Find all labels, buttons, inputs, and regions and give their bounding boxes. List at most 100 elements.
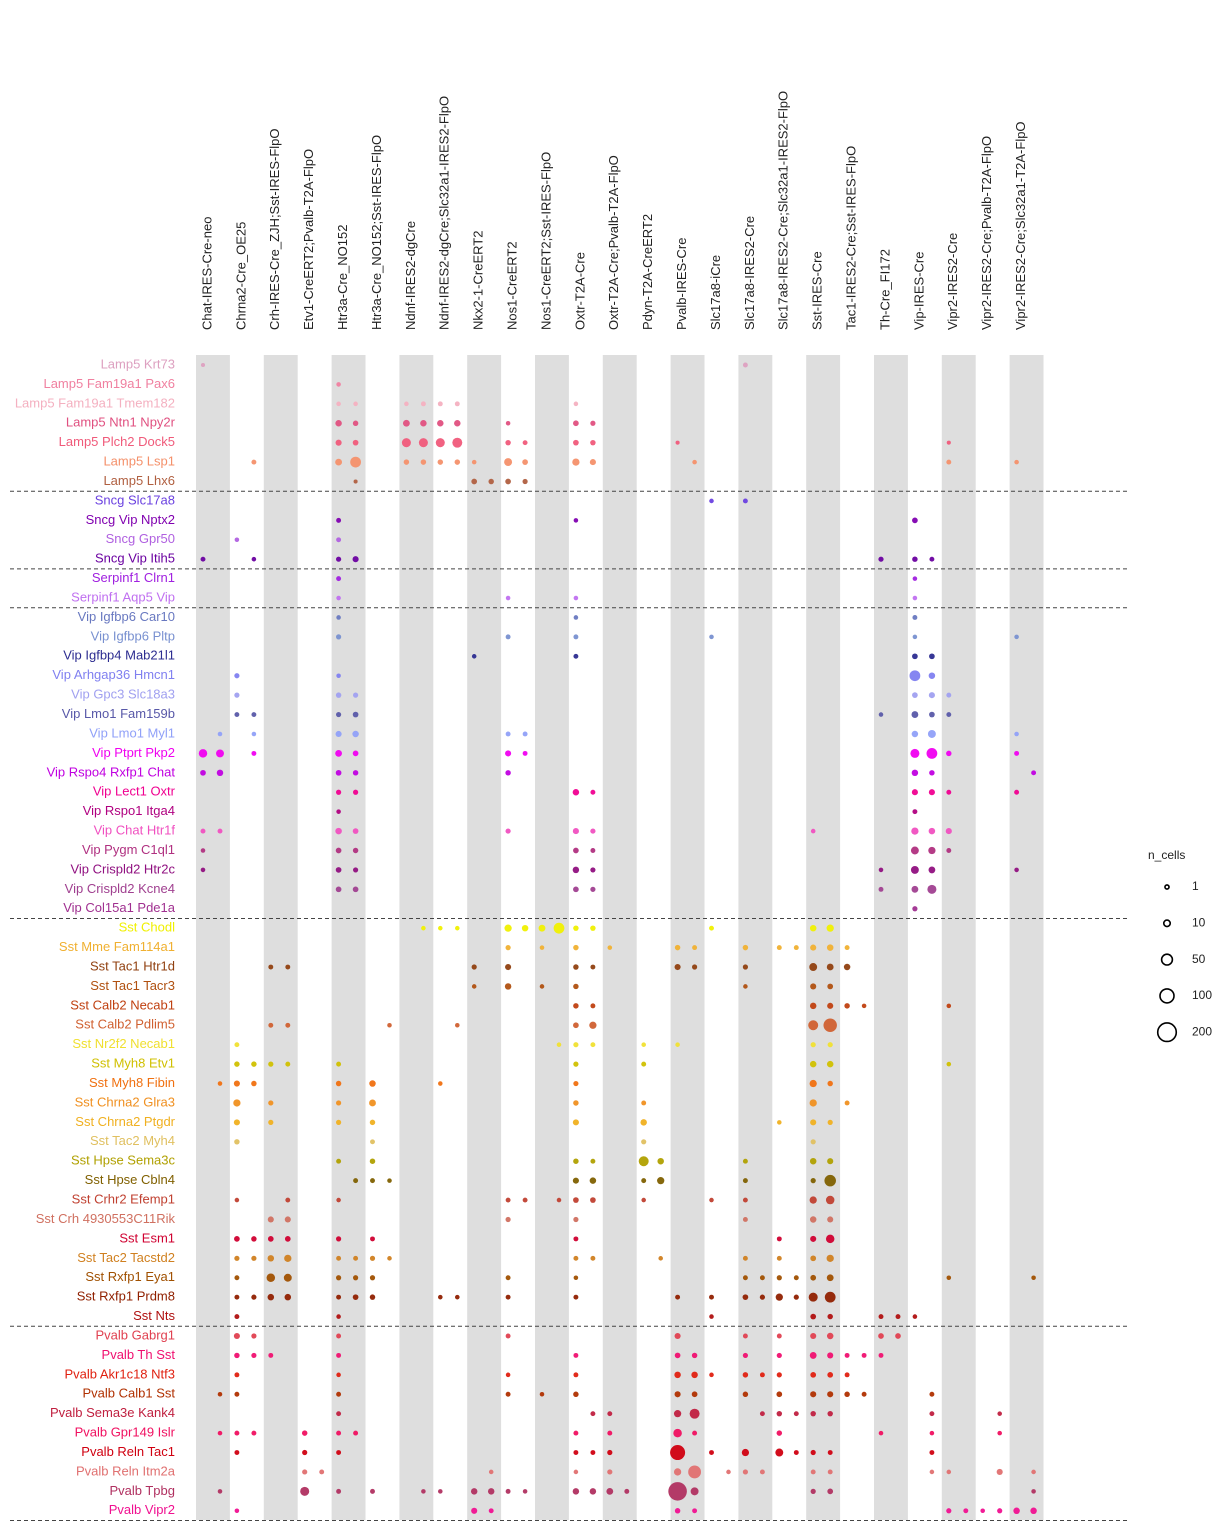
dot xyxy=(590,1450,596,1455)
dot xyxy=(336,1100,342,1106)
dot xyxy=(927,884,937,894)
dot xyxy=(505,1294,511,1300)
dot xyxy=(234,1061,240,1067)
dot xyxy=(335,769,342,776)
dot xyxy=(1014,459,1019,465)
dot xyxy=(675,440,680,445)
dot xyxy=(573,886,579,893)
dot xyxy=(810,1469,816,1475)
dot xyxy=(928,789,935,796)
dot xyxy=(1031,770,1037,776)
dot xyxy=(572,866,580,874)
dot xyxy=(200,848,206,853)
column-label: Vipr2-IRES2-Cre xyxy=(945,233,960,330)
dot xyxy=(1013,1507,1020,1515)
dot xyxy=(895,1333,901,1339)
dot xyxy=(946,848,952,853)
dot xyxy=(657,1157,664,1165)
dot xyxy=(369,1099,376,1107)
dot xyxy=(455,1294,460,1300)
column-band xyxy=(941,355,976,1520)
dot xyxy=(387,1178,392,1183)
column-label: Sst-IRES-Cre xyxy=(810,251,825,330)
dot xyxy=(369,1080,376,1087)
dot xyxy=(759,1294,766,1300)
dot xyxy=(690,1487,699,1496)
dot xyxy=(776,1352,782,1359)
dot xyxy=(284,1254,292,1262)
dot xyxy=(997,1411,1002,1416)
legend-circle xyxy=(1156,1022,1178,1043)
labels: Chat-IRES-Cre-neo Chrna2-Cre_OE25 Crh-IRES… xyxy=(10,91,1128,1521)
dot xyxy=(573,1100,579,1106)
dot xyxy=(826,1332,834,1340)
dot xyxy=(353,1255,359,1261)
dot xyxy=(910,748,920,758)
row-label: Sst Myh8 Fibin xyxy=(89,1075,175,1090)
dot xyxy=(826,1274,834,1282)
row-label: Sst Calb2 Necab1 xyxy=(70,997,175,1012)
row-label: Lamp5 Plch2 Dock5 xyxy=(59,434,175,449)
dot xyxy=(826,963,834,971)
dot xyxy=(504,924,512,932)
dot xyxy=(590,1197,596,1203)
dot xyxy=(911,730,919,738)
dot xyxy=(607,1411,613,1417)
row-label: Vip Crispld2 Kcne4 xyxy=(65,881,175,896)
row-label: Sst Chrna2 Ptgdr xyxy=(75,1114,175,1129)
row-label: Pvalb Gabrg1 xyxy=(96,1327,176,1342)
dot xyxy=(776,1372,782,1378)
dot xyxy=(336,382,341,387)
dot xyxy=(353,401,358,407)
dot xyxy=(810,944,817,951)
dot xyxy=(775,1293,783,1301)
column-band xyxy=(670,355,705,1520)
dot xyxy=(638,1156,649,1167)
dot xyxy=(657,1177,665,1185)
dot xyxy=(810,1371,817,1378)
column-label: Chrna2-Cre_OE25 xyxy=(233,222,248,330)
dot xyxy=(438,1294,443,1300)
dot xyxy=(335,1080,342,1087)
dot xyxy=(350,456,361,468)
dot xyxy=(573,420,579,427)
dot xyxy=(505,1372,511,1378)
dot xyxy=(234,1236,240,1242)
dot xyxy=(353,692,359,698)
dot xyxy=(827,1216,834,1223)
dot xyxy=(336,615,341,620)
dot xyxy=(759,1469,765,1475)
dot xyxy=(488,1469,494,1475)
dot xyxy=(926,748,938,759)
dot xyxy=(607,1430,613,1436)
column-label: Vipr2-IRES2-Cre;Slc32a1-T2A-FlpO xyxy=(1013,121,1028,330)
dot xyxy=(487,1488,495,1495)
dot xyxy=(878,867,884,873)
dot xyxy=(251,712,257,718)
dot xyxy=(692,1430,698,1436)
dot xyxy=(539,1391,545,1397)
dot xyxy=(553,922,565,934)
row-label: Vip Rspo4 Rxfp1 Chat xyxy=(47,764,176,779)
dot xyxy=(336,1061,342,1067)
dot xyxy=(878,1314,884,1320)
dot xyxy=(824,1174,836,1187)
column-band xyxy=(874,355,908,1520)
dot xyxy=(641,1042,646,1047)
dot xyxy=(336,1197,341,1203)
dot xyxy=(776,1391,783,1398)
dot xyxy=(997,1508,1003,1514)
dot xyxy=(505,731,511,737)
dot xyxy=(844,945,850,951)
dot xyxy=(997,1430,1002,1436)
dot xyxy=(910,865,919,874)
dot xyxy=(826,944,834,951)
dot xyxy=(336,1294,342,1300)
dot xyxy=(709,1294,714,1300)
dot xyxy=(336,556,342,562)
dot xyxy=(452,437,463,448)
dot xyxy=(1014,867,1019,873)
dot xyxy=(742,1469,749,1475)
dot xyxy=(251,1333,257,1339)
dot xyxy=(776,1275,782,1281)
